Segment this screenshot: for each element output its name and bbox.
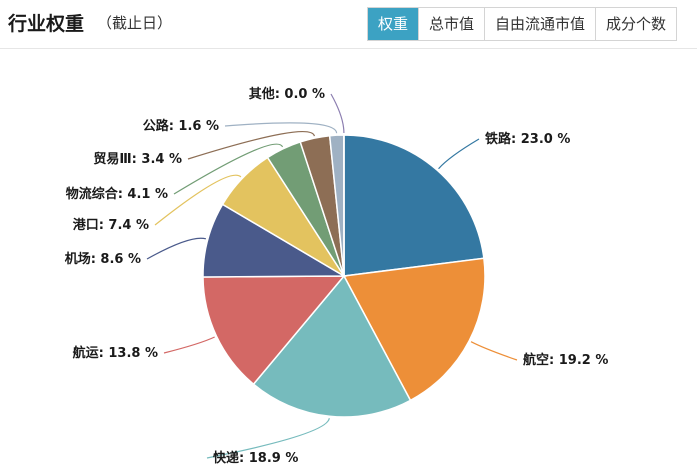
slice-label: 物流综合: 4.1 % [66,186,168,202]
tab-free-float-market-cap[interactable]: 自由流通市值 [483,8,595,40]
pie-slice[interactable] [343,134,485,277]
slice-label: 铁路: 23.0 % [484,131,570,147]
label-leader-line [438,138,480,170]
label-leader-line [330,93,345,134]
label-leader-line [187,131,315,160]
pie-label-lines [146,93,518,459]
metric-tabs: 权重 总市值 自由流通市值 成分个数 [366,7,677,41]
pie-labels: 铁路: 23.0 % 航空: 19.2 % 快递: 18.9 % 航运: 13.8 %… [65,86,609,466]
slice-label: 机场: 8.6 % [65,251,141,267]
page-title: 行业权重 [8,13,85,35]
slice-label: 航空: 19.2 % [523,352,608,368]
slice-label: 快递: 18.9 % [213,450,298,466]
header: 行业权重 （截止日） 权重 总市值 自由流通市值 成分个数 [0,0,697,50]
label-leader-line [163,336,215,354]
label-leader-line [224,122,338,134]
slice-label: 航运: 13.8 % [73,345,158,361]
slice-label: 其他: 0.0 % [249,86,325,102]
header-divider [0,48,697,49]
page-subtitle: （截止日） [97,14,173,32]
label-leader-line [470,341,518,361]
tab-constituent-count[interactable]: 成分个数 [594,8,676,40]
slice-label: 公路: 1.6 % [143,118,219,134]
label-leader-line [173,143,284,195]
pie-slice[interactable] [202,275,346,386]
industry-weight-pie-chart: 铁路: 23.0 % 航空: 19.2 % 快递: 18.9 % 航运: 13.8 %… [65,86,609,466]
label-leader-line [146,237,207,260]
label-leader-line [206,418,330,459]
tab-weight[interactable]: 权重 [367,8,418,40]
pie-slice[interactable] [342,257,486,402]
pie-slice[interactable] [252,274,412,418]
tab-total-market-cap[interactable]: 总市值 [417,8,484,40]
slice-label: 港口: 7.4 % [73,217,149,233]
pie-slices [202,134,486,418]
slice-label: 贸易Ⅲ: 3.4 % [93,151,182,167]
label-leader-line [154,174,242,226]
